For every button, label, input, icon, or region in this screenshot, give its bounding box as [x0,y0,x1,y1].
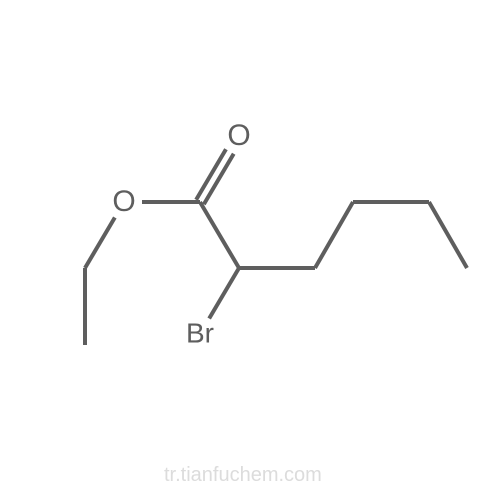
atoms-group: O O Br [112,119,250,348]
watermark-text: tr.tianfuchem.com [164,464,322,487]
bond-single [429,202,467,268]
bonds-group [85,149,467,345]
bond-single [85,217,115,268]
atom-label-o: O [112,185,135,218]
molecule-structure: O O Br [0,0,500,500]
bond-single [315,202,353,268]
atom-label-br: Br [186,317,214,348]
bond-single [209,268,239,319]
bond-single [200,202,239,268]
canvas: O O Br tr.tianfuchem.com [0,0,500,500]
atom-label-o: O [227,119,250,152]
